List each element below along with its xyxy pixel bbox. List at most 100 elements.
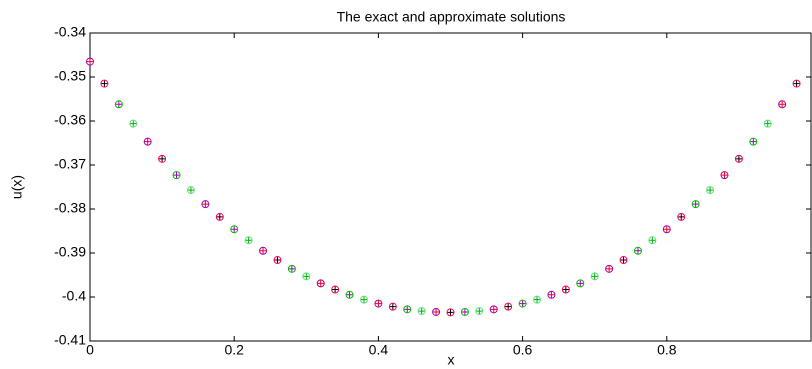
point (360, 296, 368, 304)
point (244, 236, 253, 245)
point (374, 299, 383, 308)
y-tick-label: -0.35 (54, 68, 86, 84)
point (288, 265, 296, 273)
point (648, 236, 656, 244)
point (605, 265, 613, 273)
point (460, 307, 469, 316)
plot-area (89, 32, 812, 342)
point (749, 138, 757, 146)
point (619, 256, 628, 265)
point (331, 285, 340, 294)
point (461, 308, 469, 316)
point (187, 186, 195, 194)
point (359, 295, 368, 304)
point (547, 291, 555, 299)
point (576, 279, 585, 288)
point (86, 58, 94, 66)
point (302, 272, 311, 281)
point (561, 285, 570, 294)
point (662, 225, 671, 234)
point (186, 186, 195, 195)
x-axis-label: x (448, 352, 455, 368)
point (215, 212, 224, 221)
point (417, 307, 426, 316)
point (432, 307, 441, 316)
point (273, 256, 282, 265)
point (389, 303, 397, 311)
point (403, 305, 412, 314)
point (734, 154, 743, 163)
point (287, 264, 296, 273)
point (216, 213, 224, 221)
point (504, 302, 513, 311)
point (158, 155, 166, 163)
point (475, 307, 483, 315)
point (129, 120, 137, 128)
point (259, 246, 268, 255)
point (778, 100, 787, 109)
point (764, 120, 772, 128)
point (749, 137, 758, 146)
point (158, 154, 167, 163)
x-tick-label: 0.4 (369, 342, 389, 358)
point (230, 225, 238, 233)
point (230, 225, 239, 234)
point (374, 300, 382, 308)
point (129, 119, 138, 128)
point (388, 302, 397, 311)
point (706, 186, 715, 195)
point (518, 299, 527, 308)
point (446, 308, 455, 317)
point (172, 171, 181, 180)
point (792, 79, 801, 88)
point (201, 200, 209, 208)
point (706, 186, 714, 194)
point (100, 79, 109, 88)
point (173, 171, 181, 179)
point (447, 308, 454, 316)
y-tick-label: -0.38 (54, 200, 86, 216)
point (720, 171, 729, 180)
point (302, 272, 310, 280)
point (634, 247, 642, 255)
y-tick-label: -0.34 (54, 24, 86, 40)
point (605, 264, 614, 273)
point (403, 305, 411, 313)
point (648, 236, 657, 245)
point (677, 213, 685, 221)
point (475, 307, 484, 316)
point (346, 291, 354, 299)
point (533, 296, 541, 304)
point (331, 286, 339, 294)
point (114, 100, 123, 109)
point (590, 272, 599, 281)
point (115, 100, 123, 108)
point (490, 305, 498, 313)
x-tick-label: 0.6 (513, 342, 533, 358)
y-tick-label: -0.37 (54, 156, 86, 172)
point (345, 290, 354, 299)
point (591, 272, 599, 280)
y-tick-label: -0.4 (62, 288, 86, 304)
point (633, 246, 642, 255)
point (763, 119, 772, 128)
point (273, 256, 281, 264)
y-tick-label: -0.41 (54, 332, 86, 348)
point (778, 100, 786, 108)
point (259, 247, 267, 255)
y-tick-label: -0.39 (54, 244, 86, 260)
point (692, 200, 700, 208)
point (720, 171, 728, 179)
point (677, 212, 686, 221)
point (489, 305, 498, 314)
point (86, 57, 94, 66)
x-tick-label: 0 (86, 342, 94, 358)
y-axis-label: u(x) (9, 175, 25, 199)
x-tick-label: 0.8 (657, 342, 677, 358)
point (201, 200, 210, 209)
point (547, 290, 556, 299)
point (691, 200, 700, 209)
point (519, 300, 527, 308)
point (316, 279, 325, 288)
